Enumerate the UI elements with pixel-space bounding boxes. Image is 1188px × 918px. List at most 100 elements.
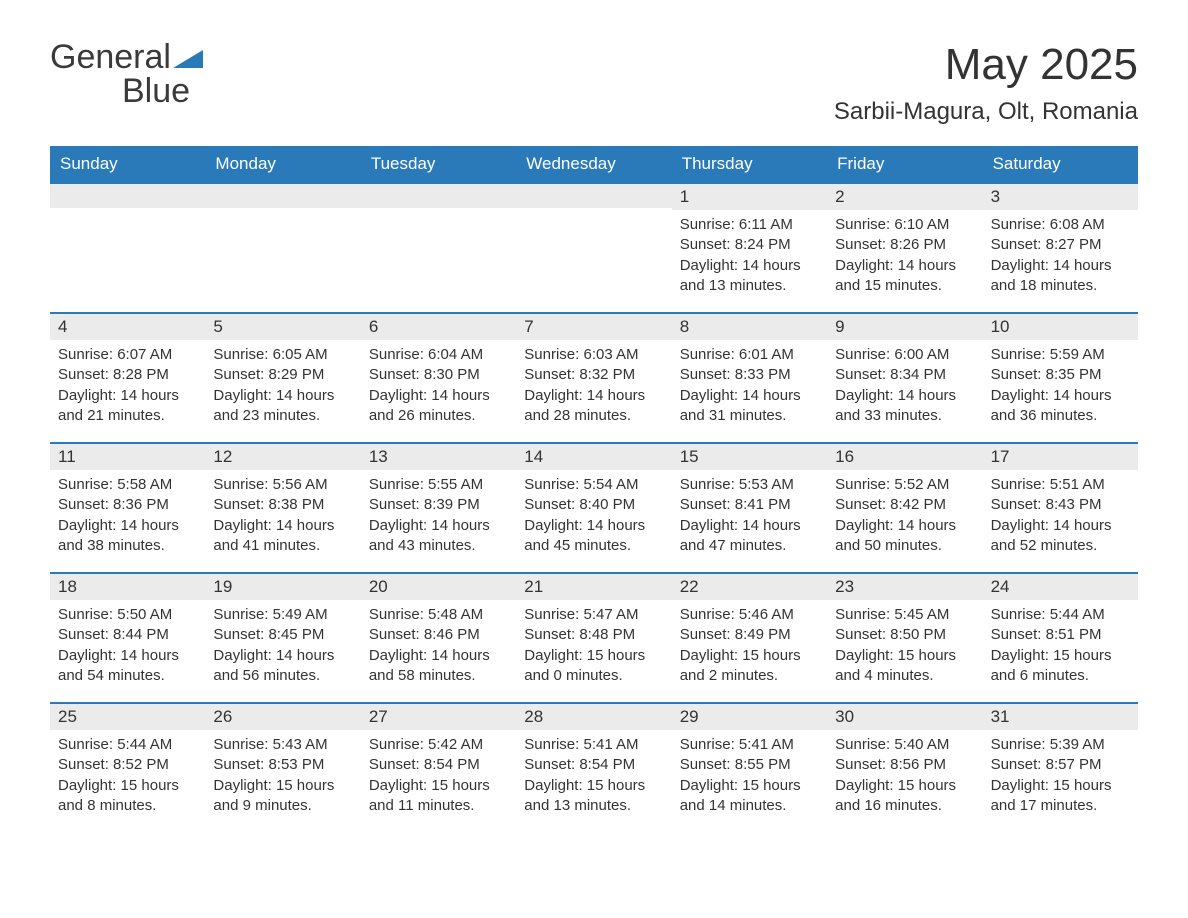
sunrise-text: Sunrise: 5:56 AM: [213, 475, 352, 495]
day-cell: 16Sunrise: 5:52 AMSunset: 8:42 PMDayligh…: [827, 442, 982, 560]
sunset-text: Sunset: 8:29 PM: [213, 365, 352, 385]
sunrise-text: Sunrise: 6:10 AM: [835, 215, 974, 235]
logo-triangle-icon: [173, 46, 203, 73]
day-cell: 1Sunrise: 6:11 AMSunset: 8:24 PMDaylight…: [672, 182, 827, 300]
sunset-text: Sunset: 8:54 PM: [524, 755, 663, 775]
day-cell: 2Sunrise: 6:10 AMSunset: 8:26 PMDaylight…: [827, 182, 982, 300]
day-number: 8: [672, 312, 827, 340]
day-cell: 10Sunrise: 5:59 AMSunset: 8:35 PMDayligh…: [983, 312, 1138, 430]
day-body: Sunrise: 6:01 AMSunset: 8:33 PMDaylight:…: [672, 340, 827, 428]
sunset-text: Sunset: 8:49 PM: [680, 625, 819, 645]
sunrise-text: Sunrise: 6:07 AM: [58, 345, 197, 365]
daylight-text: Daylight: 14 hours and 26 minutes.: [369, 386, 508, 427]
daylight-text: Daylight: 15 hours and 0 minutes.: [524, 646, 663, 687]
sunset-text: Sunset: 8:54 PM: [369, 755, 508, 775]
sunset-text: Sunset: 8:30 PM: [369, 365, 508, 385]
daylight-text: Daylight: 14 hours and 36 minutes.: [991, 386, 1130, 427]
sunrise-text: Sunrise: 5:50 AM: [58, 605, 197, 625]
day-body: Sunrise: 5:44 AMSunset: 8:52 PMDaylight:…: [50, 730, 205, 818]
day-cell: 20Sunrise: 5:48 AMSunset: 8:46 PMDayligh…: [361, 572, 516, 690]
page-header: General Blue May 2025 Sarbii-Magura, Olt…: [50, 40, 1138, 126]
daylight-text: Daylight: 15 hours and 17 minutes.: [991, 776, 1130, 817]
weekday-header-cell: Tuesday: [361, 146, 516, 182]
daylight-text: Daylight: 15 hours and 6 minutes.: [991, 646, 1130, 687]
sunset-text: Sunset: 8:56 PM: [835, 755, 974, 775]
day-cell: 8Sunrise: 6:01 AMSunset: 8:33 PMDaylight…: [672, 312, 827, 430]
sunset-text: Sunset: 8:55 PM: [680, 755, 819, 775]
sunset-text: Sunset: 8:51 PM: [991, 625, 1130, 645]
day-number: 11: [50, 442, 205, 470]
week-row: 18Sunrise: 5:50 AMSunset: 8:44 PMDayligh…: [50, 572, 1138, 690]
daylight-text: Daylight: 15 hours and 14 minutes.: [680, 776, 819, 817]
day-number: 2: [827, 182, 982, 210]
day-cell: 4Sunrise: 6:07 AMSunset: 8:28 PMDaylight…: [50, 312, 205, 430]
daylight-text: Daylight: 14 hours and 23 minutes.: [213, 386, 352, 427]
day-number: 28: [516, 702, 671, 730]
sunset-text: Sunset: 8:41 PM: [680, 495, 819, 515]
day-number: 3: [983, 182, 1138, 210]
day-number: 5: [205, 312, 360, 340]
day-body: Sunrise: 5:50 AMSunset: 8:44 PMDaylight:…: [50, 600, 205, 688]
daylight-text: Daylight: 15 hours and 16 minutes.: [835, 776, 974, 817]
day-cell: [50, 182, 205, 300]
day-cell: 27Sunrise: 5:42 AMSunset: 8:54 PMDayligh…: [361, 702, 516, 820]
day-number: 6: [361, 312, 516, 340]
daylight-text: Daylight: 14 hours and 28 minutes.: [524, 386, 663, 427]
day-number: 29: [672, 702, 827, 730]
day-number: [361, 182, 516, 208]
day-number: 19: [205, 572, 360, 600]
day-cell: [516, 182, 671, 300]
day-number: 13: [361, 442, 516, 470]
day-body: Sunrise: 6:10 AMSunset: 8:26 PMDaylight:…: [827, 210, 982, 298]
sunrise-text: Sunrise: 5:44 AM: [991, 605, 1130, 625]
day-cell: 15Sunrise: 5:53 AMSunset: 8:41 PMDayligh…: [672, 442, 827, 560]
day-number: 21: [516, 572, 671, 600]
day-cell: 17Sunrise: 5:51 AMSunset: 8:43 PMDayligh…: [983, 442, 1138, 560]
day-number: 27: [361, 702, 516, 730]
daylight-text: Daylight: 14 hours and 18 minutes.: [991, 256, 1130, 297]
sunset-text: Sunset: 8:24 PM: [680, 235, 819, 255]
daylight-text: Daylight: 15 hours and 2 minutes.: [680, 646, 819, 687]
weekday-header-cell: Monday: [205, 146, 360, 182]
sunrise-text: Sunrise: 5:46 AM: [680, 605, 819, 625]
day-body: Sunrise: 6:08 AMSunset: 8:27 PMDaylight:…: [983, 210, 1138, 298]
day-body: Sunrise: 5:40 AMSunset: 8:56 PMDaylight:…: [827, 730, 982, 818]
day-body: Sunrise: 6:03 AMSunset: 8:32 PMDaylight:…: [516, 340, 671, 428]
day-number: [50, 182, 205, 208]
sunrise-text: Sunrise: 5:59 AM: [991, 345, 1130, 365]
sunrise-text: Sunrise: 5:39 AM: [991, 735, 1130, 755]
daylight-text: Daylight: 14 hours and 38 minutes.: [58, 516, 197, 557]
location-text: Sarbii-Magura, Olt, Romania: [834, 98, 1138, 126]
day-number: 23: [827, 572, 982, 600]
day-body: Sunrise: 5:51 AMSunset: 8:43 PMDaylight:…: [983, 470, 1138, 558]
daylight-text: Daylight: 15 hours and 4 minutes.: [835, 646, 974, 687]
day-body: Sunrise: 6:11 AMSunset: 8:24 PMDaylight:…: [672, 210, 827, 298]
daylight-text: Daylight: 14 hours and 43 minutes.: [369, 516, 508, 557]
daylight-text: Daylight: 15 hours and 11 minutes.: [369, 776, 508, 817]
sunrise-text: Sunrise: 5:48 AM: [369, 605, 508, 625]
day-cell: 25Sunrise: 5:44 AMSunset: 8:52 PMDayligh…: [50, 702, 205, 820]
day-number: 26: [205, 702, 360, 730]
day-body: Sunrise: 5:45 AMSunset: 8:50 PMDaylight:…: [827, 600, 982, 688]
weekday-header-cell: Wednesday: [516, 146, 671, 182]
sunset-text: Sunset: 8:38 PM: [213, 495, 352, 515]
day-body: Sunrise: 6:05 AMSunset: 8:29 PMDaylight:…: [205, 340, 360, 428]
day-number: 30: [827, 702, 982, 730]
day-cell: 18Sunrise: 5:50 AMSunset: 8:44 PMDayligh…: [50, 572, 205, 690]
daylight-text: Daylight: 14 hours and 56 minutes.: [213, 646, 352, 687]
day-number: 16: [827, 442, 982, 470]
daylight-text: Daylight: 14 hours and 13 minutes.: [680, 256, 819, 297]
day-cell: 21Sunrise: 5:47 AMSunset: 8:48 PMDayligh…: [516, 572, 671, 690]
weekday-header-cell: Thursday: [672, 146, 827, 182]
day-cell: 23Sunrise: 5:45 AMSunset: 8:50 PMDayligh…: [827, 572, 982, 690]
day-number: 7: [516, 312, 671, 340]
sunrise-text: Sunrise: 5:43 AM: [213, 735, 352, 755]
day-number: 12: [205, 442, 360, 470]
day-cell: 6Sunrise: 6:04 AMSunset: 8:30 PMDaylight…: [361, 312, 516, 430]
day-cell: 24Sunrise: 5:44 AMSunset: 8:51 PMDayligh…: [983, 572, 1138, 690]
weekday-header-cell: Friday: [827, 146, 982, 182]
sunrise-text: Sunrise: 6:03 AM: [524, 345, 663, 365]
daylight-text: Daylight: 14 hours and 58 minutes.: [369, 646, 508, 687]
week-row: 11Sunrise: 5:58 AMSunset: 8:36 PMDayligh…: [50, 442, 1138, 560]
day-cell: 13Sunrise: 5:55 AMSunset: 8:39 PMDayligh…: [361, 442, 516, 560]
